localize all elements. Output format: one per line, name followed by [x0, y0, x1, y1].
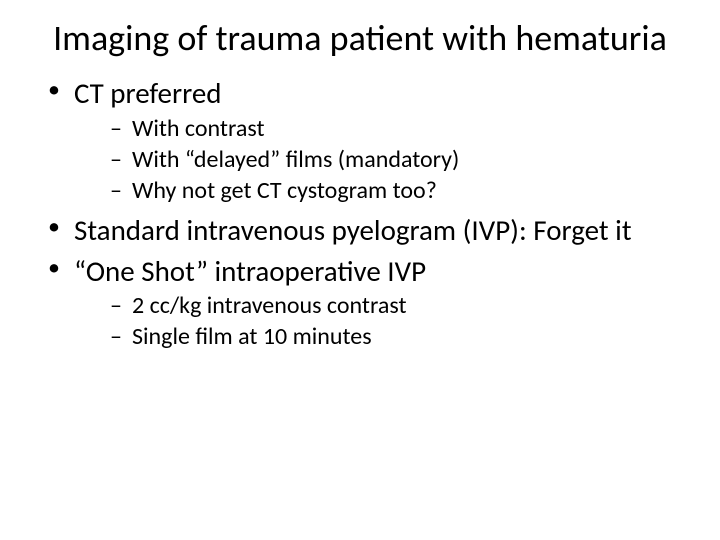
bullet-text: CT preferred [74, 75, 222, 111]
sub-list: With contrast With “delayed” films (mand… [74, 114, 690, 206]
list-item: Single film at 10 minutes [110, 322, 690, 351]
bullet-text: “One Shot” intraoperative IVP [74, 253, 426, 289]
list-item: “One Shot” intraoperative IVP 2 cc/kg in… [48, 254, 690, 352]
slide: Imaging of trauma patient with hematuria… [0, 0, 720, 540]
list-item: Standard intravenous pyelogram (IVP): Fo… [48, 213, 690, 247]
bullet-text: With contrast [132, 114, 265, 143]
sub-list: 2 cc/kg intravenous contrast Single film… [74, 291, 690, 352]
list-item: With “delayed” films (mandatory) [110, 145, 690, 174]
bullet-text: Standard intravenous pyelogram (IVP): Fo… [74, 212, 632, 248]
bullet-text: 2 cc/kg intravenous contrast [132, 291, 407, 320]
bullet-text: With “delayed” films (mandatory) [132, 145, 459, 174]
slide-title: Imaging of trauma patient with hematuria [30, 18, 690, 58]
bullet-text: Single film at 10 minutes [132, 322, 372, 351]
list-item: Why not get CT cystogram too? [110, 176, 690, 205]
list-item: CT preferred With contrast With “delayed… [48, 76, 690, 205]
list-item: With contrast [110, 114, 690, 143]
bullet-list: CT preferred With contrast With “delayed… [30, 76, 690, 351]
list-item: 2 cc/kg intravenous contrast [110, 291, 690, 320]
bullet-text: Why not get CT cystogram too? [132, 176, 437, 205]
